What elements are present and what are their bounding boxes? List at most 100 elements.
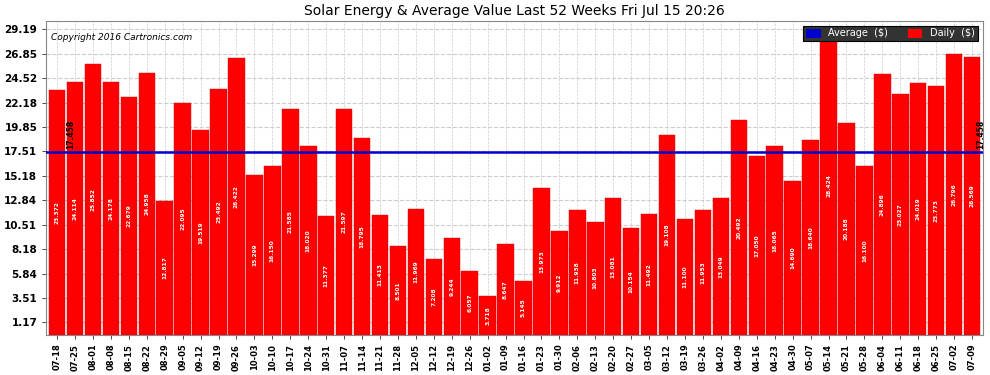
Bar — [372, 215, 388, 334]
Text: 17.458: 17.458 — [66, 120, 75, 149]
Text: 18.020: 18.020 — [306, 229, 311, 252]
Bar — [66, 82, 83, 334]
Text: Copyright 2016 Cartronics.com: Copyright 2016 Cartronics.com — [51, 33, 192, 42]
Text: 18.065: 18.065 — [772, 229, 777, 252]
Bar — [766, 146, 783, 334]
Bar — [210, 89, 227, 334]
Bar — [731, 120, 747, 334]
Bar — [49, 90, 65, 334]
Text: 11.100: 11.100 — [682, 265, 687, 288]
Text: 11.492: 11.492 — [646, 263, 651, 286]
Bar — [874, 74, 891, 334]
Text: 25.852: 25.852 — [90, 188, 95, 211]
Bar — [156, 201, 173, 334]
Bar — [569, 210, 586, 334]
Text: 11.413: 11.413 — [377, 264, 382, 286]
Text: 17.050: 17.050 — [754, 234, 759, 257]
Bar — [839, 123, 854, 334]
Text: 24.178: 24.178 — [108, 197, 114, 220]
Text: 22.095: 22.095 — [180, 208, 185, 230]
Text: 11.969: 11.969 — [414, 261, 419, 284]
Bar — [515, 281, 532, 334]
Bar — [247, 175, 262, 334]
Bar — [85, 64, 101, 334]
Bar — [461, 271, 478, 334]
Text: 23.773: 23.773 — [934, 199, 939, 222]
Bar — [282, 109, 299, 334]
Text: 28.424: 28.424 — [826, 174, 831, 197]
Bar — [174, 104, 191, 334]
Text: 19.519: 19.519 — [198, 221, 203, 244]
Text: 23.372: 23.372 — [54, 201, 59, 224]
Bar — [139, 74, 155, 334]
Bar — [408, 209, 424, 334]
Text: 9.244: 9.244 — [449, 277, 454, 296]
Bar — [713, 198, 729, 334]
Bar — [587, 222, 604, 334]
Text: 8.647: 8.647 — [503, 280, 508, 299]
Bar — [748, 156, 765, 334]
Bar — [964, 57, 980, 334]
Text: 16.150: 16.150 — [270, 239, 275, 261]
Text: 3.718: 3.718 — [485, 306, 490, 325]
Bar — [892, 94, 909, 334]
Bar — [390, 246, 406, 334]
Text: 26.422: 26.422 — [234, 185, 239, 208]
Bar — [802, 140, 819, 334]
Bar — [336, 109, 352, 334]
Title: Solar Energy & Average Value Last 52 Weeks Fri Jul 15 20:26: Solar Energy & Average Value Last 52 Wee… — [304, 4, 725, 18]
Bar — [229, 58, 245, 334]
Text: 13.973: 13.973 — [539, 250, 544, 273]
Text: 24.958: 24.958 — [145, 193, 149, 216]
Text: 26.569: 26.569 — [969, 184, 974, 207]
Text: 23.027: 23.027 — [898, 203, 903, 226]
Text: 24.019: 24.019 — [916, 198, 921, 220]
Bar — [856, 166, 872, 334]
Text: 15.299: 15.299 — [251, 243, 257, 266]
Bar — [444, 238, 460, 334]
Text: 14.690: 14.690 — [790, 246, 795, 269]
Text: 21.597: 21.597 — [342, 210, 346, 233]
Legend: Average  ($), Daily  ($): Average ($), Daily ($) — [803, 26, 978, 41]
Bar — [677, 219, 693, 334]
Text: 11.953: 11.953 — [701, 261, 706, 284]
Text: 24.114: 24.114 — [72, 197, 77, 220]
Bar — [264, 166, 280, 334]
Text: 18.795: 18.795 — [359, 225, 364, 248]
Text: 7.208: 7.208 — [432, 288, 437, 306]
Bar — [426, 259, 443, 334]
Text: 10.803: 10.803 — [593, 267, 598, 290]
Text: 18.640: 18.640 — [808, 226, 813, 249]
Bar — [641, 214, 657, 334]
Text: 16.100: 16.100 — [862, 239, 867, 262]
Text: 11.938: 11.938 — [575, 261, 580, 284]
Text: 20.492: 20.492 — [737, 216, 742, 239]
Text: 8.501: 8.501 — [395, 281, 400, 300]
Text: 6.057: 6.057 — [467, 294, 472, 312]
Bar — [300, 146, 317, 334]
Text: 13.081: 13.081 — [611, 255, 616, 278]
Bar — [534, 189, 549, 334]
Text: 9.912: 9.912 — [557, 274, 562, 292]
Bar — [605, 198, 622, 334]
Text: 10.154: 10.154 — [629, 270, 634, 293]
Text: 17.458: 17.458 — [976, 120, 985, 149]
Bar — [910, 83, 927, 334]
Text: 23.492: 23.492 — [216, 200, 221, 223]
Text: 24.896: 24.896 — [880, 193, 885, 216]
Bar — [551, 231, 567, 334]
Text: 19.108: 19.108 — [664, 224, 669, 246]
Bar — [353, 138, 370, 334]
Text: 20.188: 20.188 — [843, 217, 849, 240]
Bar — [497, 244, 514, 334]
Bar — [103, 82, 119, 334]
Text: 11.377: 11.377 — [324, 264, 329, 286]
Bar — [623, 228, 640, 334]
Bar — [479, 296, 496, 334]
Text: 22.679: 22.679 — [127, 205, 132, 227]
Text: 13.049: 13.049 — [719, 255, 724, 278]
Bar — [192, 130, 209, 334]
Bar — [928, 86, 944, 334]
Text: 5.145: 5.145 — [521, 298, 526, 317]
Bar — [821, 37, 837, 334]
